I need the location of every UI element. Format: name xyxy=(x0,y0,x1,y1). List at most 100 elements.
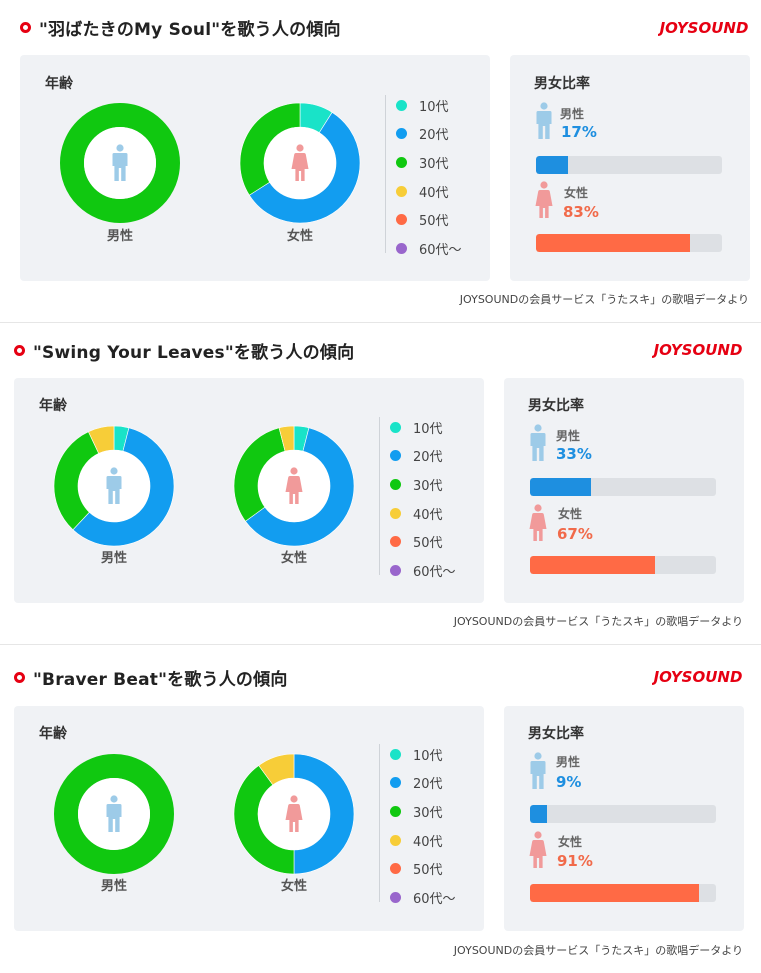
female-ratio-bar-fill xyxy=(536,234,691,252)
age-panel: 年齢 男性 女性 10代 20代 30代 40代 50代 60代〜 xyxy=(14,706,484,931)
female-figure-icon xyxy=(285,467,303,504)
section-title-row: "Braver Beat"を歌う人の傾向 xyxy=(14,663,288,691)
legend-dot-icon xyxy=(390,450,401,462)
gender-ratio-panel: 男女比率 男性 33% 女性 67% xyxy=(504,378,744,603)
legend-label: 10代 xyxy=(413,748,443,764)
legend-item-age-60s: 60代〜 xyxy=(396,239,462,259)
female-icon xyxy=(529,504,547,541)
legend-dot-icon xyxy=(396,156,407,168)
legend-item-age-30s: 30代 xyxy=(396,152,449,172)
legend-item-age-10s: 10代 xyxy=(396,95,449,115)
section-divider xyxy=(0,644,761,645)
legend-label: 30代 xyxy=(413,805,443,821)
age-label: 年齢 xyxy=(45,76,73,92)
section-divider xyxy=(0,322,761,323)
legend-item-age-20s: 20代 xyxy=(396,124,449,144)
male-label: 男性 xyxy=(556,755,581,769)
legend-label: 30代 xyxy=(419,156,449,172)
female-ratio-bar xyxy=(530,884,716,902)
title-bullet-icon xyxy=(14,671,25,683)
male-label: 男性 xyxy=(560,107,585,121)
male-figure-icon xyxy=(106,795,122,832)
legend-label: 30代 xyxy=(413,478,443,494)
male-figure-icon xyxy=(106,467,122,504)
female-age-donut xyxy=(239,102,361,224)
legend-label: 50代 xyxy=(419,214,449,230)
female-percentage: 91% xyxy=(557,852,593,870)
legend-label: 60代〜 xyxy=(413,565,456,580)
legend-label: 20代 xyxy=(413,450,443,466)
male-age-caption: 男性 xyxy=(100,879,127,894)
male-age-donut xyxy=(53,425,175,547)
donut-slice-age-30s xyxy=(239,102,301,196)
male-percentage: 9% xyxy=(556,773,582,791)
female-figure-icon xyxy=(291,144,309,181)
legend-item-age-50s: 50代 xyxy=(390,532,443,552)
section-title-row: "羽ばたきのMy Soul"を歌う人の傾向 xyxy=(20,13,341,41)
female-label: 女性 xyxy=(558,835,583,849)
legend-dot-icon xyxy=(390,834,401,846)
legend-label: 60代〜 xyxy=(419,243,462,258)
female-age-donut xyxy=(233,753,355,875)
legend-item-age-20s: 20代 xyxy=(390,446,443,466)
female-ratio-bar xyxy=(530,556,716,574)
legend-label: 40代 xyxy=(413,507,443,523)
male-ratio-bar xyxy=(530,805,716,823)
section-title: "Swing Your Leaves"を歌う人の傾向 xyxy=(33,342,355,363)
age-panel: 年齢 男性 女性 10代 20代 30代 40代 50代 60代〜 xyxy=(14,378,484,603)
legend-dot-icon xyxy=(396,185,407,197)
ratio-title: 男女比率 xyxy=(534,76,590,92)
legend-item-age-30s: 30代 xyxy=(390,474,443,494)
female-label: 女性 xyxy=(564,186,589,200)
legend-item-age-40s: 40代 xyxy=(396,181,449,201)
female-age-caption: 女性 xyxy=(280,879,307,894)
legend-dot-icon xyxy=(390,863,401,875)
ratio-title: 男女比率 xyxy=(528,726,584,742)
female-age-caption: 女性 xyxy=(286,229,313,244)
female-icon xyxy=(529,831,547,868)
logo-text: JOYSOUND xyxy=(652,341,742,359)
legend-label: 50代 xyxy=(413,536,443,552)
legend-dot-icon xyxy=(396,214,407,226)
legend-item-age-50s: 50代 xyxy=(396,210,449,230)
legend-dot-icon xyxy=(390,478,401,490)
age-panel: 年齢 男性 女性 10代 20代 30代 40代 50代 60代〜 xyxy=(20,55,490,281)
title-bullet-icon xyxy=(14,344,25,356)
age-label: 年齢 xyxy=(39,726,67,742)
legend-item-age-10s: 10代 xyxy=(390,744,443,764)
legend-dot-icon xyxy=(390,748,401,760)
male-ratio-bar xyxy=(536,156,722,174)
legend-dot-icon xyxy=(390,565,401,576)
legend-dot-icon xyxy=(390,805,401,817)
source-note: JOYSOUNDの会員サービス「うたスキ」の歌唱データより xyxy=(459,293,749,306)
ratio-title: 男女比率 xyxy=(528,398,584,414)
legend-dot-icon xyxy=(390,536,401,548)
source-note: JOYSOUNDの会員サービス「うたスキ」の歌唱データより xyxy=(453,615,743,628)
female-ratio-bar-fill xyxy=(530,884,700,902)
gender-ratio-panel: 男女比率 男性 9% 女性 91% xyxy=(504,706,744,931)
male-age-caption: 男性 xyxy=(100,551,127,566)
male-icon xyxy=(530,752,546,789)
joysound-logo: JOYSOUND xyxy=(652,668,742,686)
male-percentage: 17% xyxy=(561,123,597,141)
legend-dot-icon xyxy=(390,777,401,789)
male-age-caption: 男性 xyxy=(106,229,133,244)
legend-label: 50代 xyxy=(413,863,443,879)
section-title: "Braver Beat"を歌う人の傾向 xyxy=(33,669,288,690)
logo-text: JOYSOUND xyxy=(658,19,748,37)
male-ratio-bar xyxy=(530,478,716,496)
female-label: 女性 xyxy=(558,507,583,521)
joysound-logo: JOYSOUND xyxy=(658,19,748,37)
logo-text: JOYSOUND xyxy=(652,668,742,686)
female-age-donut xyxy=(233,425,355,547)
female-icon xyxy=(535,181,553,218)
age-legend: 10代 20代 30代 40代 50代 60代〜 xyxy=(385,95,473,258)
legend-dot-icon xyxy=(390,507,401,519)
joysound-logo: JOYSOUND xyxy=(652,341,742,359)
legend-label: 10代 xyxy=(413,421,443,437)
legend-dot-icon xyxy=(396,128,407,140)
age-legend: 10代 20代 30代 40代 50代 60代〜 xyxy=(379,744,467,907)
legend-dot-icon xyxy=(396,99,407,111)
legend-label: 10代 xyxy=(419,99,449,115)
legend-label: 40代 xyxy=(413,834,443,850)
